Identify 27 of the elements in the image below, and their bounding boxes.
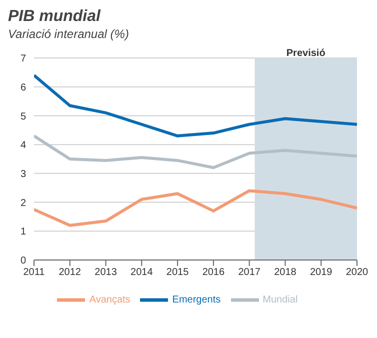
x-tick-label: 2015: [166, 267, 190, 278]
legend-label: Emergents: [172, 294, 221, 306]
x-tick-label: 2014: [130, 267, 154, 278]
x-tick-label: 2012: [58, 267, 82, 278]
legend-label: Mundial: [262, 294, 298, 306]
x-tick-label: 2013: [94, 267, 118, 278]
y-tick-label: 5: [20, 111, 26, 122]
y-tick-label: 3: [20, 168, 26, 180]
y-tick-label: 0: [20, 256, 26, 267]
x-tick-label: 2019: [310, 267, 333, 278]
y-tick-label: 7: [20, 54, 26, 65]
y-tick-label: 6: [20, 82, 26, 94]
chart-title: PIB mundial: [8, 8, 102, 26]
x-tick-label: 2018: [274, 267, 297, 278]
y-tick-label: 2: [20, 198, 26, 209]
chart-subtitle: Variació interanual (%): [8, 26, 130, 42]
x-tick-label: 2017: [238, 267, 261, 278]
line-series: [34, 189, 357, 227]
x-tick-label: 2016: [202, 267, 226, 278]
x-tick-label: 2020: [346, 267, 369, 278]
band-label: Previsió: [286, 48, 326, 60]
line-series: [34, 74, 357, 138]
x-tick-label: 2011: [23, 267, 46, 278]
line-series: [34, 134, 357, 170]
legend-label: Avançats: [89, 294, 130, 306]
y-tick-label: 1: [20, 226, 26, 238]
y-tick-label: 4: [20, 140, 26, 152]
